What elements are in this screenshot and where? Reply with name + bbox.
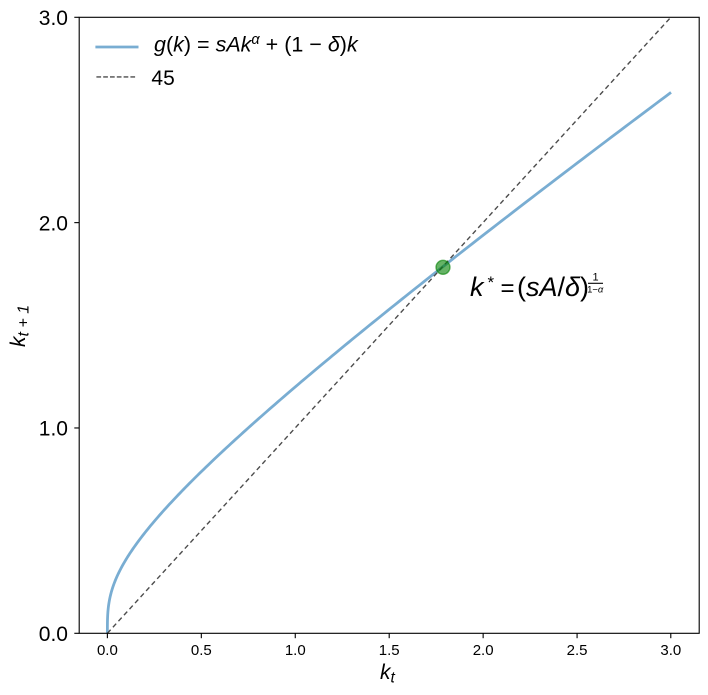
svg-text:(sA/δ): (sA/δ) <box>517 272 589 302</box>
svg-text:2.5: 2.5 <box>567 642 588 659</box>
svg-text:k: k <box>470 272 485 302</box>
svg-text:1.0: 1.0 <box>285 642 306 659</box>
svg-text:=: = <box>501 275 515 302</box>
svg-text:2.0: 2.0 <box>473 642 494 659</box>
svg-text:0.0: 0.0 <box>39 623 68 646</box>
svg-text:*: * <box>488 273 495 292</box>
svg-text:g(k) = sAkα + (1 − δ)k: g(k) = sAkα + (1 − δ)k <box>154 32 359 57</box>
svg-text:1.5: 1.5 <box>379 642 400 659</box>
svg-text:3.0: 3.0 <box>39 7 68 30</box>
svg-text:kt+1: kt+1 <box>7 305 33 347</box>
svg-text:kt: kt <box>380 661 396 687</box>
svg-text:0.0: 0.0 <box>97 642 118 659</box>
svg-text:3.0: 3.0 <box>660 642 681 659</box>
svg-text:2.0: 2.0 <box>39 212 68 235</box>
svg-text:1.0: 1.0 <box>39 418 68 441</box>
svg-text:1−α: 1−α <box>587 284 604 295</box>
svg-text:0.5: 0.5 <box>191 642 212 659</box>
svg-text:1: 1 <box>592 272 598 284</box>
svg-text:45: 45 <box>151 67 174 90</box>
